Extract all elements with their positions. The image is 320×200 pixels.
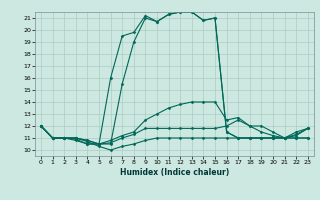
- X-axis label: Humidex (Indice chaleur): Humidex (Indice chaleur): [120, 168, 229, 177]
